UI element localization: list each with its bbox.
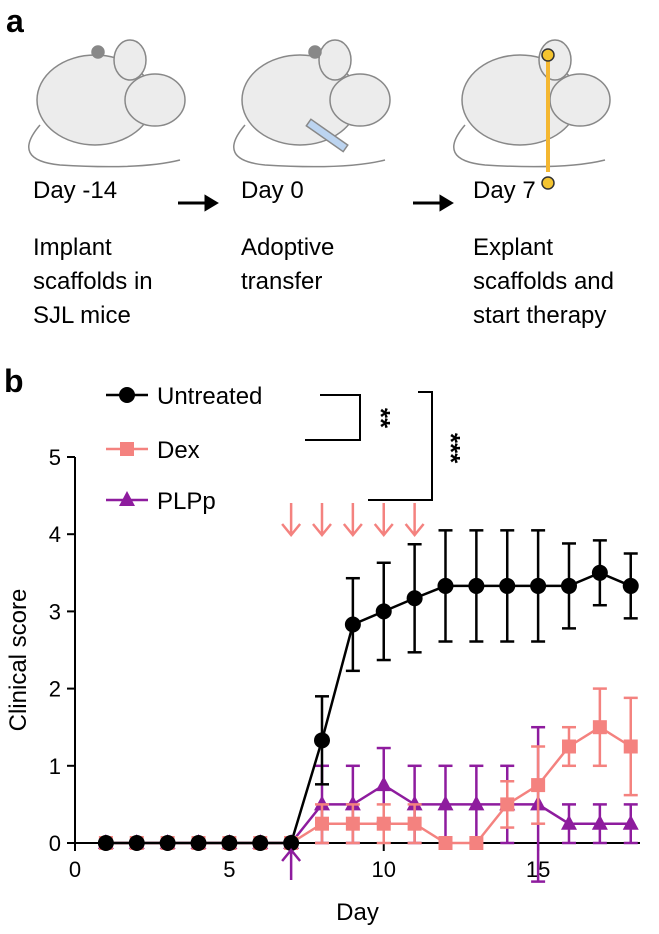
x-tick-label: 0 (69, 857, 81, 882)
step-text: transfer (241, 268, 322, 295)
marker (345, 816, 360, 831)
marker (561, 739, 576, 754)
step-day: Day 0 (241, 177, 304, 204)
marker (406, 795, 423, 811)
x-axis-label: Day (336, 899, 379, 926)
dex-arrow (404, 503, 425, 537)
marker (438, 836, 453, 850)
y-tick-label: 4 (49, 522, 61, 547)
step-text: scaffolds and (473, 268, 614, 295)
marker (500, 797, 515, 812)
marker (375, 603, 392, 620)
dex-arrow (342, 503, 363, 537)
x-tick-label: 10 (372, 857, 396, 882)
marker (283, 835, 300, 851)
marker (437, 577, 454, 594)
marker (314, 816, 329, 831)
step-text: Implant (33, 234, 112, 261)
marker (499, 577, 516, 594)
legend-label: PLPp (157, 488, 216, 515)
marker (560, 814, 577, 830)
arrow (281, 848, 302, 880)
y-tick-label: 5 (49, 445, 61, 470)
marker (468, 795, 485, 811)
arrow (404, 503, 425, 537)
significance: ** (366, 408, 396, 429)
marker (560, 577, 577, 594)
dex-arrow (312, 503, 332, 537)
plpp-arrow (281, 848, 302, 880)
y-axis-label: Clinical score (5, 589, 32, 732)
marker (437, 795, 454, 811)
series-line (105, 783, 631, 845)
marker (190, 835, 207, 851)
marker (530, 577, 547, 594)
marker (591, 564, 608, 581)
marker (591, 814, 608, 830)
marker (313, 795, 330, 811)
marker (623, 739, 638, 754)
legend-marker (119, 387, 135, 403)
step-day: Day 7 (473, 177, 536, 204)
marker (469, 836, 484, 850)
marker (622, 814, 639, 830)
marker (531, 778, 546, 793)
panel-label: b (4, 363, 24, 399)
arrow (373, 503, 394, 537)
dex-arrow (373, 503, 394, 537)
marker (128, 835, 145, 851)
marker (375, 776, 392, 792)
arrow (281, 503, 302, 537)
dex-arrow (281, 503, 302, 537)
marker (468, 577, 485, 594)
legend-marker (119, 491, 135, 506)
legend-label: Dex (157, 437, 200, 464)
y-tick-label: 2 (49, 677, 61, 702)
arrow (342, 503, 363, 537)
mouse-illustration (28, 39, 611, 190)
marker (407, 816, 422, 831)
marker (252, 835, 269, 851)
step-text: SJL mice (33, 302, 131, 329)
y-tick-label: 3 (49, 599, 61, 624)
marker (592, 720, 607, 735)
step-text: scaffolds in (33, 268, 153, 295)
panel-label: a (6, 3, 24, 39)
marker (97, 835, 114, 851)
y-tick-label: 0 (49, 831, 61, 856)
y-tick-label: 1 (49, 754, 61, 779)
arrows (178, 194, 454, 212)
bracket (305, 394, 361, 441)
marker (406, 590, 423, 607)
x-tick-label: 5 (223, 857, 235, 882)
step-text: Explant (473, 234, 553, 261)
marker (376, 816, 391, 831)
step-day: Day -14 (33, 177, 117, 204)
series-line (105, 725, 632, 845)
significance: *** (436, 433, 466, 464)
marker (622, 577, 639, 594)
bracket (368, 391, 433, 501)
legend-label: Untreated (157, 383, 262, 410)
legend-marker (120, 442, 134, 456)
marker (344, 616, 361, 633)
marker (344, 795, 361, 811)
marker (159, 835, 176, 851)
arrow (312, 503, 332, 537)
step-text: Adoptive (241, 234, 334, 261)
marker (313, 732, 330, 749)
step-text: start therapy (473, 302, 606, 329)
series-line (105, 571, 632, 845)
marker (221, 835, 238, 851)
